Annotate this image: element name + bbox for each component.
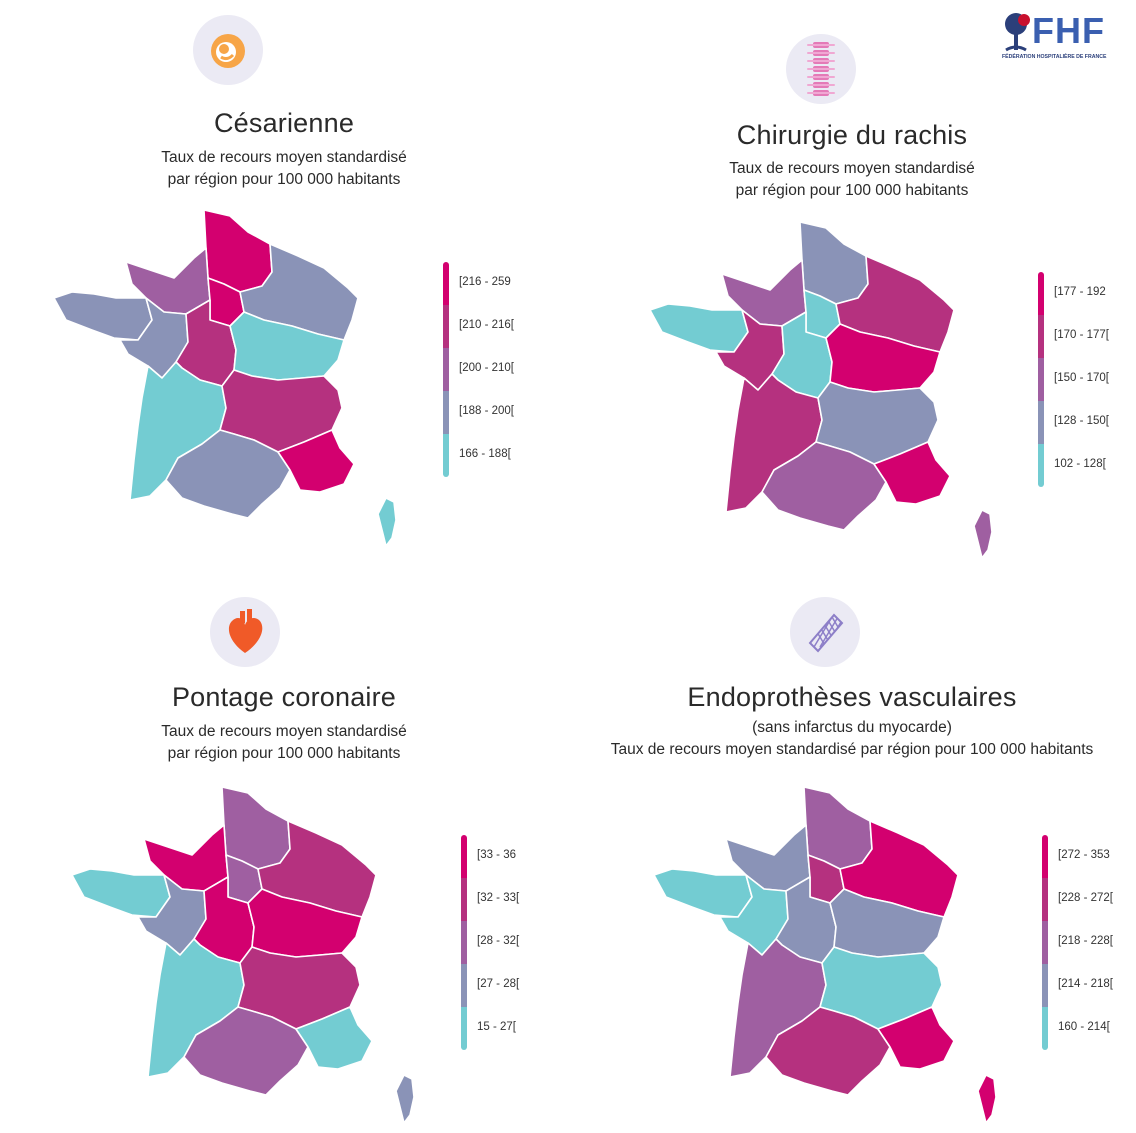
panel-subtitle: Taux de recours moyen standardisé par rég… xyxy=(568,158,1136,202)
subtitle-line: par région pour 100 000 habitants xyxy=(735,182,969,199)
legend-label: [216 - 259 xyxy=(459,276,511,288)
legend-swatch xyxy=(1038,444,1044,487)
subtitle-line: Taux de recours moyen standardisé xyxy=(161,723,407,740)
legend-swatch xyxy=(461,964,467,1007)
legend-swatch xyxy=(443,391,449,434)
france-region-map xyxy=(53,209,397,547)
legend-label: [177 - 192 xyxy=(1054,286,1106,298)
legend-swatch xyxy=(1042,835,1048,878)
region-corse[interactable] xyxy=(377,497,397,547)
legend-label: [128 - 150[ xyxy=(1054,415,1109,427)
logo-wordmark: FHF xyxy=(1032,10,1105,51)
subtitle-line: Taux de recours moyen standardisé xyxy=(729,160,975,177)
legend-label: [200 - 210[ xyxy=(459,362,514,374)
legend-label: [32 - 33[ xyxy=(477,892,520,904)
legend-label: [228 - 272[ xyxy=(1058,892,1113,904)
panel-title: Chirurgie du rachis xyxy=(736,120,968,150)
legend-label: [272 - 353 xyxy=(1058,849,1110,861)
legend-label: 160 - 214[ xyxy=(1058,1021,1110,1033)
region-bretagne[interactable] xyxy=(53,291,153,341)
subtitle-line: par région pour 100 000 habitants xyxy=(167,171,401,188)
region-corse[interactable] xyxy=(973,509,993,559)
legend-swatch xyxy=(461,835,467,878)
baby-icon xyxy=(193,15,263,85)
panel-title: Césarienne xyxy=(213,108,355,138)
region-bretagne[interactable] xyxy=(653,868,753,918)
panel-cesarienne: Césarienne Taux de recours moyen standard… xyxy=(0,0,568,566)
legend-swatch xyxy=(443,262,449,305)
region-corse[interactable] xyxy=(395,1074,415,1124)
panel-pontage-coronaire: Pontage coronaire Taux de recours moyen s… xyxy=(0,567,568,1133)
legend-label: [150 - 170[ xyxy=(1054,372,1109,384)
region-paca[interactable] xyxy=(877,1006,955,1070)
spine-icon xyxy=(786,34,856,104)
legend-swatch xyxy=(1042,921,1048,964)
panel-subtitle: Taux de recours moyen standardisé par rég… xyxy=(0,147,568,191)
subtitle-line: Taux de recours moyen standardisé xyxy=(161,149,407,166)
region-paca[interactable] xyxy=(873,441,951,505)
legend-swatch xyxy=(461,921,467,964)
heart-icon xyxy=(210,597,280,667)
panel-endoprotheses: Endoprothèses vasculaires (sans infarctus… xyxy=(568,567,1136,1133)
region-paca[interactable] xyxy=(277,429,355,493)
legend-swatch xyxy=(443,305,449,348)
tree-icon xyxy=(1005,13,1030,52)
stent-icon xyxy=(790,597,860,667)
legend-swatch xyxy=(443,434,449,477)
legend-swatch xyxy=(1038,315,1044,358)
legend-label: 166 - 188[ xyxy=(459,448,511,460)
subtitle-line: Taux de recours moyen standardisé par ré… xyxy=(610,741,1094,758)
panel-title: Pontage coronaire xyxy=(171,682,397,712)
fhf-logo: FHF FÉDÉRATION HOSPITALIÈRE DE FRANCE xyxy=(1002,10,1118,66)
legend-swatch xyxy=(443,348,449,391)
subtitle-line: (sans infarctus du myocarde) xyxy=(752,719,952,736)
legend-swatch xyxy=(1038,358,1044,401)
region-paca[interactable] xyxy=(295,1006,373,1070)
panel-subtitle: Taux de recours moyen standardisé par rég… xyxy=(0,721,568,765)
region-corse[interactable] xyxy=(977,1074,997,1124)
legend-label: [33 - 36 xyxy=(477,849,516,861)
legend-swatch xyxy=(461,1007,467,1050)
legend-swatch xyxy=(1042,964,1048,1007)
legend-label: 15 - 27[ xyxy=(477,1021,516,1033)
legend-swatch xyxy=(1042,878,1048,921)
logo-subtitle: FÉDÉRATION HOSPITALIÈRE DE FRANCE xyxy=(1002,54,1107,60)
region-bretagne[interactable] xyxy=(649,303,749,353)
legend-swatch xyxy=(461,878,467,921)
france-region-map xyxy=(71,786,415,1124)
legend-swatch xyxy=(1038,272,1044,315)
legend-label: [218 - 228[ xyxy=(1058,935,1113,947)
france-region-map xyxy=(649,221,993,559)
subtitle-line: par région pour 100 000 habitants xyxy=(167,745,401,762)
legend-swatch xyxy=(1042,1007,1048,1050)
legend-swatch xyxy=(1038,401,1044,444)
legend-label: [170 - 177[ xyxy=(1054,329,1109,341)
legend-label: 102 - 128[ xyxy=(1054,458,1106,470)
legend-label: [214 - 218[ xyxy=(1058,978,1113,990)
legend-label: [210 - 216[ xyxy=(459,319,514,331)
legend-label: [28 - 32[ xyxy=(477,935,520,947)
region-bretagne[interactable] xyxy=(71,868,171,918)
panel-subtitle: (sans infarctus du myocarde) Taux de reco… xyxy=(568,717,1136,761)
legend-label: [188 - 200[ xyxy=(459,405,514,417)
panel-chirurgie-rachis: Chirurgie du rachis Taux de recours moyen… xyxy=(568,0,1136,566)
legend-label: [27 - 28[ xyxy=(477,978,520,990)
france-region-map xyxy=(653,786,997,1124)
panel-title: Endoprothèses vasculaires xyxy=(687,682,1017,712)
